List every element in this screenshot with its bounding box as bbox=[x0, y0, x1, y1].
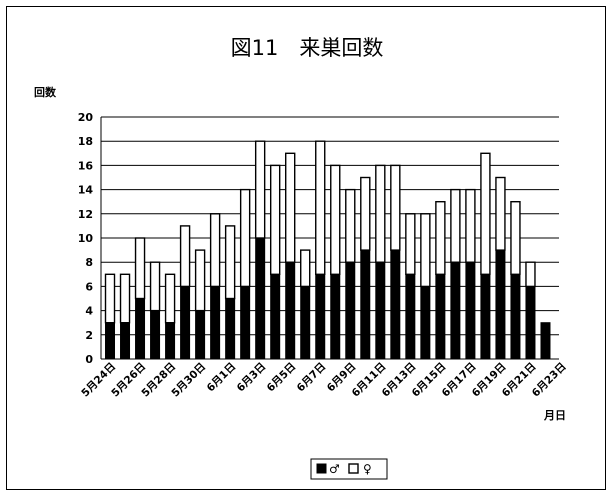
axes bbox=[100, 117, 559, 360]
bar-male bbox=[210, 285, 221, 360]
bars bbox=[104, 140, 551, 360]
bar-female bbox=[525, 261, 536, 288]
bar-male bbox=[405, 273, 416, 360]
x-tick-label: 6月3日 bbox=[235, 361, 269, 395]
y-tick-label: 10 bbox=[78, 232, 94, 245]
bar-male bbox=[435, 273, 446, 360]
bar-male bbox=[300, 285, 311, 360]
bar-female bbox=[269, 164, 281, 275]
bar-female bbox=[480, 152, 491, 276]
bar-female bbox=[254, 140, 266, 239]
y-tick-label: 16 bbox=[78, 159, 94, 172]
bar-male bbox=[420, 285, 431, 360]
bar-male bbox=[135, 298, 146, 360]
legend: ♂ ♀ bbox=[310, 458, 388, 480]
bar-female bbox=[285, 152, 296, 263]
bar-female bbox=[360, 176, 371, 251]
legend-label-male: ♂ bbox=[329, 462, 340, 476]
legend-label-female: ♀ bbox=[363, 462, 372, 476]
bar-female bbox=[315, 140, 326, 276]
bar-female bbox=[450, 188, 461, 263]
bar-male bbox=[120, 322, 131, 360]
y-tick-label: 6 bbox=[85, 280, 93, 293]
bar-male bbox=[540, 322, 551, 360]
bar-male bbox=[390, 249, 401, 360]
bar-male bbox=[375, 261, 386, 360]
y-tick-label: 20 bbox=[78, 111, 94, 124]
y-tick-label: 2 bbox=[85, 329, 93, 342]
bar-male bbox=[360, 249, 371, 360]
y-tick-label: 8 bbox=[85, 256, 93, 269]
bar-male bbox=[450, 261, 461, 360]
bar-female bbox=[239, 188, 251, 288]
gridlines bbox=[101, 116, 559, 336]
y-tick-label: 18 bbox=[78, 135, 93, 148]
bar-female bbox=[510, 200, 521, 275]
bar-male bbox=[255, 237, 266, 360]
bar-male bbox=[345, 261, 356, 360]
chart-title: 図11 来巣回数 bbox=[231, 36, 384, 60]
bar-female bbox=[149, 261, 161, 312]
bar-female bbox=[209, 213, 221, 288]
bar-female bbox=[300, 249, 311, 288]
y-tick-labels: 0 2 4 6 8 10 12 14 16 18 20 bbox=[78, 111, 94, 366]
bar-female bbox=[224, 225, 236, 300]
bar-female bbox=[375, 164, 386, 263]
bar-male bbox=[240, 285, 251, 360]
bar-male bbox=[330, 273, 341, 360]
bar-male bbox=[525, 285, 536, 360]
bar-male bbox=[165, 322, 176, 360]
bar-female bbox=[495, 176, 506, 251]
x-tick-label: 6月1日 bbox=[205, 361, 239, 395]
bar-male bbox=[465, 261, 476, 360]
bar-female bbox=[104, 273, 116, 324]
bar-male bbox=[510, 273, 521, 360]
x-tick-label: 6月7日 bbox=[295, 361, 329, 395]
bar-male bbox=[225, 298, 236, 360]
bar-female bbox=[194, 249, 206, 312]
y-tick-label: 14 bbox=[78, 184, 94, 197]
bar-male bbox=[150, 310, 161, 360]
bar-male bbox=[315, 273, 326, 360]
bar-female bbox=[405, 213, 416, 276]
x-axis-label: 月日 bbox=[543, 409, 566, 422]
y-tick-label: 12 bbox=[78, 208, 93, 221]
bar-female bbox=[179, 225, 191, 288]
bar-male bbox=[270, 273, 281, 360]
bar-female bbox=[134, 237, 146, 300]
bar-male bbox=[480, 273, 491, 360]
bar-male bbox=[105, 322, 116, 360]
y-axis-label: 回数 bbox=[34, 85, 57, 99]
legend-swatch-male bbox=[316, 463, 327, 474]
x-tick-label: 6月5日 bbox=[265, 361, 299, 395]
bar-male bbox=[285, 261, 296, 360]
bar-male bbox=[495, 249, 506, 360]
bar-male bbox=[180, 285, 191, 360]
bar-female bbox=[164, 273, 176, 324]
bar-male bbox=[195, 310, 206, 360]
y-tick-label: 4 bbox=[85, 305, 93, 318]
bar-female bbox=[390, 164, 401, 251]
legend-swatch-female bbox=[348, 463, 359, 474]
chart-frame: 図11 来巣回数 回数 月日 0 2 4 6 8 10 12 14 16 18 20 5月24日 5月… bbox=[6, 6, 606, 490]
y-tick-label: 0 bbox=[85, 353, 93, 366]
bar-female bbox=[119, 273, 131, 324]
bar-female bbox=[330, 164, 341, 275]
bar-female bbox=[420, 213, 431, 288]
bar-chart: 図11 来巣回数 回数 月日 0 2 4 6 8 10 12 14 16 18 20 5月24日5月… bbox=[34, 36, 569, 480]
bar-female bbox=[465, 188, 476, 263]
bar-female bbox=[345, 188, 356, 263]
x-tick-labels: 5月24日5月26日5月28日5月30日6月1日6月3日6月5日6月7日6月9日… bbox=[79, 361, 568, 400]
bar-female bbox=[435, 200, 446, 275]
